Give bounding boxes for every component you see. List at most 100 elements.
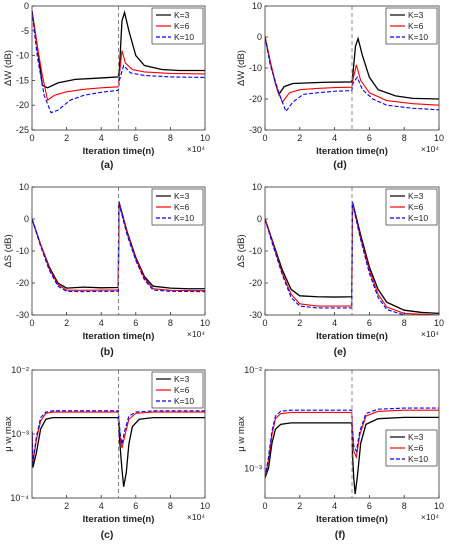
legend: K=3K=6K=10 [385, 429, 438, 467]
x-tick-label: 4 [99, 318, 104, 328]
legend-entry: K=3 [174, 191, 190, 201]
x-tick-label: 2 [64, 318, 69, 328]
series-line-k3 [32, 9, 205, 89]
y-tick-label: 10 [252, 182, 262, 192]
x-axis-label: Iteration time(n) [83, 331, 155, 342]
y-tick-label: -10 [16, 51, 29, 61]
legend: K=3K=6K=10 [385, 188, 438, 226]
x-tick-label: 8 [402, 133, 407, 143]
legend-entry: K=10 [174, 396, 194, 406]
x-multiplier: ×10⁴ [421, 144, 439, 154]
legend-entry: K=6 [174, 385, 190, 395]
legend-entry: K=10 [408, 454, 428, 464]
x-tick-label: 2 [297, 133, 302, 143]
panel-label: (e) [334, 346, 347, 358]
legend: K=3K=6K=10 [151, 7, 204, 45]
panel-label: (c) [101, 529, 114, 541]
x-tick-label: 6 [133, 133, 138, 143]
series-line-k10 [32, 10, 205, 114]
x-axis-label: Iteration time(n) [83, 146, 155, 157]
y-axis-label: μ w max [236, 416, 247, 452]
legend: K=3K=6K=10 [385, 7, 438, 45]
y-tick-label: -20 [16, 278, 29, 288]
y-tick-label: 10 [252, 1, 262, 11]
x-tick-label: 6 [367, 133, 372, 143]
y-tick-label: 10⁻⁴ [10, 493, 29, 503]
legend-entry: K=3 [408, 10, 424, 20]
x-tick-label: 6 [367, 501, 372, 511]
x-tick-label: 4 [332, 133, 337, 143]
plot-frame [264, 369, 440, 499]
x-tick-label: 10 [200, 318, 210, 328]
y-tick-label: 10⁻² [244, 365, 262, 375]
y-tick-label: -25 [16, 125, 29, 135]
y-tick-label: -30 [249, 310, 262, 320]
x-multiplier: ×10⁴ [421, 512, 439, 522]
chart-panel-6: 0 2 4 6 8 10 10⁻³ 10⁻² ×10⁴ Iteration time(n) μ w … [236, 365, 444, 541]
x-tick-label: 8 [402, 501, 407, 511]
y-tick-label: 10⁻³ [11, 429, 29, 439]
x-tick-label: 10 [200, 501, 210, 511]
legend-entry: K=6 [174, 202, 190, 212]
x-axis-label: Iteration time(n) [316, 514, 388, 525]
x-tick-label: 8 [168, 133, 173, 143]
legend-entry: K=10 [408, 32, 428, 42]
series-line-k10 [32, 202, 205, 293]
x-multiplier: ×10⁴ [187, 144, 205, 154]
x-tick-label: 0 [262, 133, 267, 143]
x-axis-label: Iteration time(n) [83, 514, 155, 525]
x-tick-label: 8 [168, 501, 173, 511]
x-tick-label: 0 [262, 501, 267, 511]
x-tick-label: 8 [168, 318, 173, 328]
x-multiplier: ×10⁴ [187, 329, 205, 339]
x-tick-label: 10 [434, 133, 444, 143]
x-tick-label: 2 [64, 501, 69, 511]
y-tick-label: -10 [16, 246, 29, 256]
x-multiplier: ×10⁴ [421, 329, 439, 339]
legend-entry: K=3 [174, 10, 190, 20]
y-tick-label: -30 [249, 125, 262, 135]
x-tick-label: 6 [133, 501, 138, 511]
legend-entry: K=10 [174, 213, 194, 223]
series-line-k10 [265, 36, 439, 113]
y-axis-label: ΔS (dB) [236, 234, 247, 267]
x-tick-label: 4 [332, 318, 337, 328]
x-tick-label: 0 [29, 133, 34, 143]
y-axis-label: ΔW (dB) [3, 50, 14, 86]
series-line-k10 [265, 407, 439, 479]
chart-panel-1: 0 2 4 6 8 10 -25 -20 -15 -10 -5 0 ×10⁴ Iteration time… [3, 1, 210, 171]
x-tick-label: 2 [297, 501, 302, 511]
x-tick-label: 4 [99, 501, 104, 511]
y-tick-label: -20 [249, 94, 262, 104]
x-tick-label: 6 [367, 318, 372, 328]
x-axis-label: Iteration time(n) [316, 146, 388, 157]
panel-label: (a) [101, 159, 114, 171]
legend-entry: K=3 [174, 374, 190, 384]
x-tick-label: 10 [434, 318, 444, 328]
legend: K=3K=6K=10 [151, 371, 204, 409]
y-tick-label: 10 [19, 182, 29, 192]
legend-entry: K=3 [408, 432, 424, 442]
y-axis-label: ΔS (dB) [3, 234, 14, 267]
y-tick-label: -30 [16, 310, 29, 320]
legend-entry: K=3 [408, 191, 424, 201]
series-line-k10 [32, 410, 205, 464]
series-line-k6 [32, 10, 205, 102]
legend-entry: K=6 [408, 202, 424, 212]
y-tick-label: 0 [24, 214, 29, 224]
x-tick-label: 8 [402, 318, 407, 328]
panel-label: (b) [100, 346, 113, 358]
x-tick-label: 0 [29, 318, 34, 328]
plot-frame [31, 5, 206, 131]
x-axis-label: Iteration time(n) [316, 331, 388, 342]
y-tick-label: -10 [249, 63, 262, 73]
x-tick-label: 6 [133, 318, 138, 328]
x-tick-label: 4 [332, 501, 337, 511]
legend-entry: K=10 [408, 213, 428, 223]
y-tick-label: 0 [257, 214, 262, 224]
y-tick-label: 10⁻³ [244, 463, 262, 473]
x-tick-label: 0 [262, 318, 267, 328]
